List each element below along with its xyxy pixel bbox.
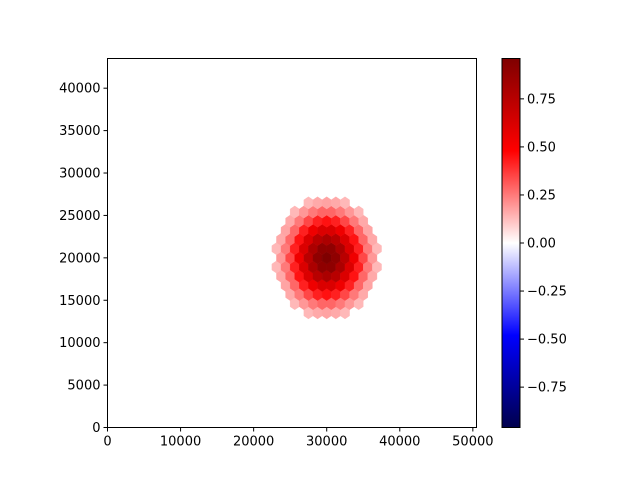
x-tick-label: 40000 [379,435,420,450]
colorbar-tick-label: 0.00 [527,237,556,252]
y-tick-label: 5000 [67,379,100,394]
colorbar-tick-label: −0.50 [527,333,567,348]
y-tick-label: 40000 [59,82,100,97]
y-tick-label: 25000 [59,209,100,224]
colorbar-tick-label: 0.50 [527,140,556,155]
x-tick-label: 50000 [452,435,493,450]
colorbar-tick-label: −0.75 [527,381,567,396]
y-axis: 0 5000 10000 15000 20000 25000 30000 35000 40000 [59,82,108,436]
y-tick-label: 30000 [59,167,100,182]
y-tick-label: 10000 [59,336,100,351]
x-tick-label: 30000 [306,435,347,450]
plot-area [107,58,477,428]
y-tick-label: 15000 [59,294,100,309]
colorbar-tick-label: −0.25 [527,285,567,300]
hexbin-cell [353,205,364,219]
colorbar-ticks: −0.75 −0.50 −0.25 0.00 0.25 0.50 0.75 [520,92,567,396]
axes-frame [107,58,477,428]
hexbin-cell [340,196,350,210]
colorbar-tick-label: 0.75 [527,92,556,107]
x-axis: 0 10000 20000 30000 40000 50000 [103,427,494,450]
hexbin-cells [271,196,382,320]
y-tick-label: 20000 [59,251,100,266]
x-tick-label: 20000 [233,435,274,450]
x-tick-label: 0 [103,435,111,450]
colorbar-tick-label: 0.25 [527,188,556,203]
colorbar: −0.75 −0.50 −0.25 0.00 0.25 0.50 0.75 [501,58,567,428]
y-tick-label: 0 [92,421,100,436]
y-tick-label: 35000 [59,124,100,139]
colorbar-gradient [502,58,520,428]
x-tick-label: 10000 [160,435,201,450]
